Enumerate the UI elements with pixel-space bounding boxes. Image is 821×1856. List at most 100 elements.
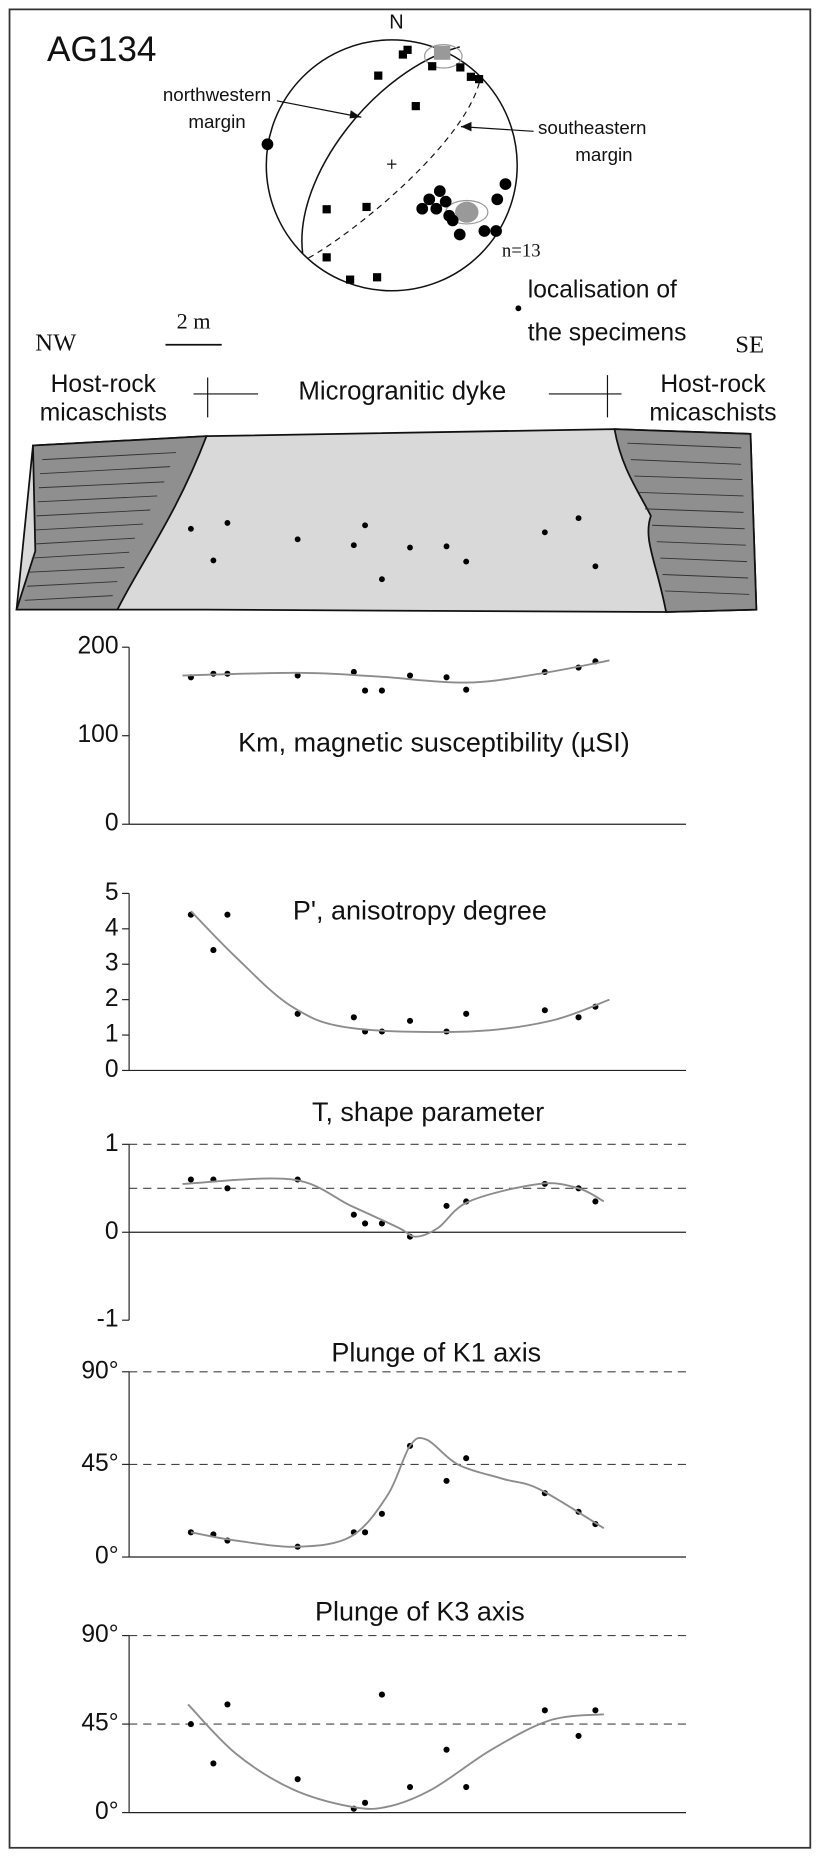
y-tick-label: 0° xyxy=(95,1798,119,1825)
nw-margin-plane xyxy=(301,46,460,254)
specimen-point xyxy=(463,1783,470,1791)
specimen-point xyxy=(575,1732,582,1739)
dyke-label: Micrograniti​c dyke xyxy=(298,378,506,406)
specimen-point xyxy=(224,1701,231,1708)
arrow xyxy=(276,100,362,118)
nw-label: NW xyxy=(35,329,77,356)
y-tick-label: 90° xyxy=(81,1357,118,1384)
chart-title: Plunge of K3 axis xyxy=(315,1596,525,1626)
y-tick-label: 45° xyxy=(81,1450,118,1477)
north-label: N xyxy=(389,12,403,34)
fit-curve xyxy=(190,910,610,1033)
specimen-point xyxy=(187,1721,194,1728)
specimen-location xyxy=(224,519,231,526)
host-rock-right xyxy=(613,428,758,613)
specimen-point xyxy=(443,1202,450,1209)
specimen-point xyxy=(362,687,369,694)
arrowhead xyxy=(460,121,472,132)
fit-curve xyxy=(182,1177,605,1238)
k1-points xyxy=(322,45,484,284)
se-label: SE xyxy=(735,332,764,359)
specimen-point xyxy=(350,1014,357,1021)
extent-markers xyxy=(193,375,622,418)
specimen-point xyxy=(362,1529,369,1536)
specimen-location xyxy=(463,558,470,565)
specimen-point xyxy=(187,1176,194,1183)
y-tick-label: 0 xyxy=(105,1056,119,1083)
specimen-point xyxy=(294,1010,301,1017)
specimen-location xyxy=(350,542,357,549)
host-rock-label: Host-rock xyxy=(51,371,157,398)
count-label: n=13 xyxy=(502,240,541,261)
specimen-location xyxy=(592,563,599,570)
specimen-note: the specimens xyxy=(528,320,687,347)
specimen-point xyxy=(224,1185,231,1192)
y-tick-label: -1 xyxy=(97,1306,119,1333)
specimen-location xyxy=(541,529,548,536)
specimen-location xyxy=(575,515,582,522)
specimen-point xyxy=(443,1477,450,1484)
chart-title: Plunge of K1 axis xyxy=(331,1337,541,1367)
y-tick-label: 0 xyxy=(105,810,119,837)
specimen-point xyxy=(463,686,470,693)
se-margin-plane xyxy=(308,76,482,259)
arrow xyxy=(460,126,534,132)
frame xyxy=(8,8,812,1849)
specimen-point xyxy=(541,1007,548,1014)
specimen-point xyxy=(406,1017,414,1024)
specimen-point xyxy=(541,1707,548,1714)
specimen-point xyxy=(406,1783,414,1791)
arrowhead xyxy=(349,110,362,119)
y-tick-label: 3 xyxy=(105,950,119,977)
net-circle xyxy=(265,39,518,292)
stereonet: N northwestern margin southeastern margi… xyxy=(163,12,646,292)
host-rock-left xyxy=(15,435,208,611)
specimen-point xyxy=(224,911,231,918)
y-tick-label: 90° xyxy=(81,1621,118,1648)
specimen-location xyxy=(210,557,217,564)
specimen-point xyxy=(210,947,217,954)
specimen-point xyxy=(350,1211,357,1218)
chart-title: P', anisotropy degree xyxy=(293,895,547,925)
specimen-point xyxy=(210,1760,217,1767)
figure-title: AG134 xyxy=(47,30,156,69)
specimen-point xyxy=(378,1220,385,1227)
specimen-point xyxy=(406,672,414,679)
specimen-point xyxy=(378,1510,385,1517)
specimen-location xyxy=(443,543,450,550)
y-tick-label: 5 xyxy=(105,879,119,906)
host-rock-label: Host-rock xyxy=(660,371,766,398)
chart-title: Km, magnetic susceptibility (µSI) xyxy=(238,728,630,758)
specimen-location xyxy=(187,525,194,532)
y-tick-label: 1 xyxy=(105,1130,119,1157)
specimen-point xyxy=(362,1220,369,1227)
specimen-location xyxy=(407,544,413,551)
specimen-point xyxy=(362,1799,369,1806)
specimen-location xyxy=(362,522,368,529)
center-cross xyxy=(387,159,397,169)
specimen-location xyxy=(294,536,301,543)
specimen-point xyxy=(443,1746,450,1753)
specimen-point xyxy=(575,1014,582,1021)
k3-points xyxy=(261,138,512,241)
confidence-ellipse xyxy=(423,43,463,69)
y-tick-label: 0° xyxy=(95,1543,119,1570)
chart-title: T, shape parameter xyxy=(312,1097,544,1127)
nw-margin-label: margin xyxy=(188,111,245,132)
specimen-location xyxy=(378,576,385,583)
foliation xyxy=(24,442,750,601)
fit-curve xyxy=(187,1703,604,1810)
specimen-point xyxy=(592,1707,599,1714)
fit-curve xyxy=(182,659,610,684)
y-tick-label: 200 xyxy=(77,633,118,660)
y-tick-label: 100 xyxy=(77,721,118,748)
specimen-point xyxy=(592,1198,599,1205)
mean-k1 xyxy=(433,45,451,60)
y-tick-label: 45° xyxy=(81,1710,118,1737)
y-tick-label: 2 xyxy=(105,985,119,1012)
fit-curve xyxy=(190,1436,605,1548)
specimen-point xyxy=(463,1455,470,1462)
nw-margin-label: northwestern xyxy=(163,84,271,105)
